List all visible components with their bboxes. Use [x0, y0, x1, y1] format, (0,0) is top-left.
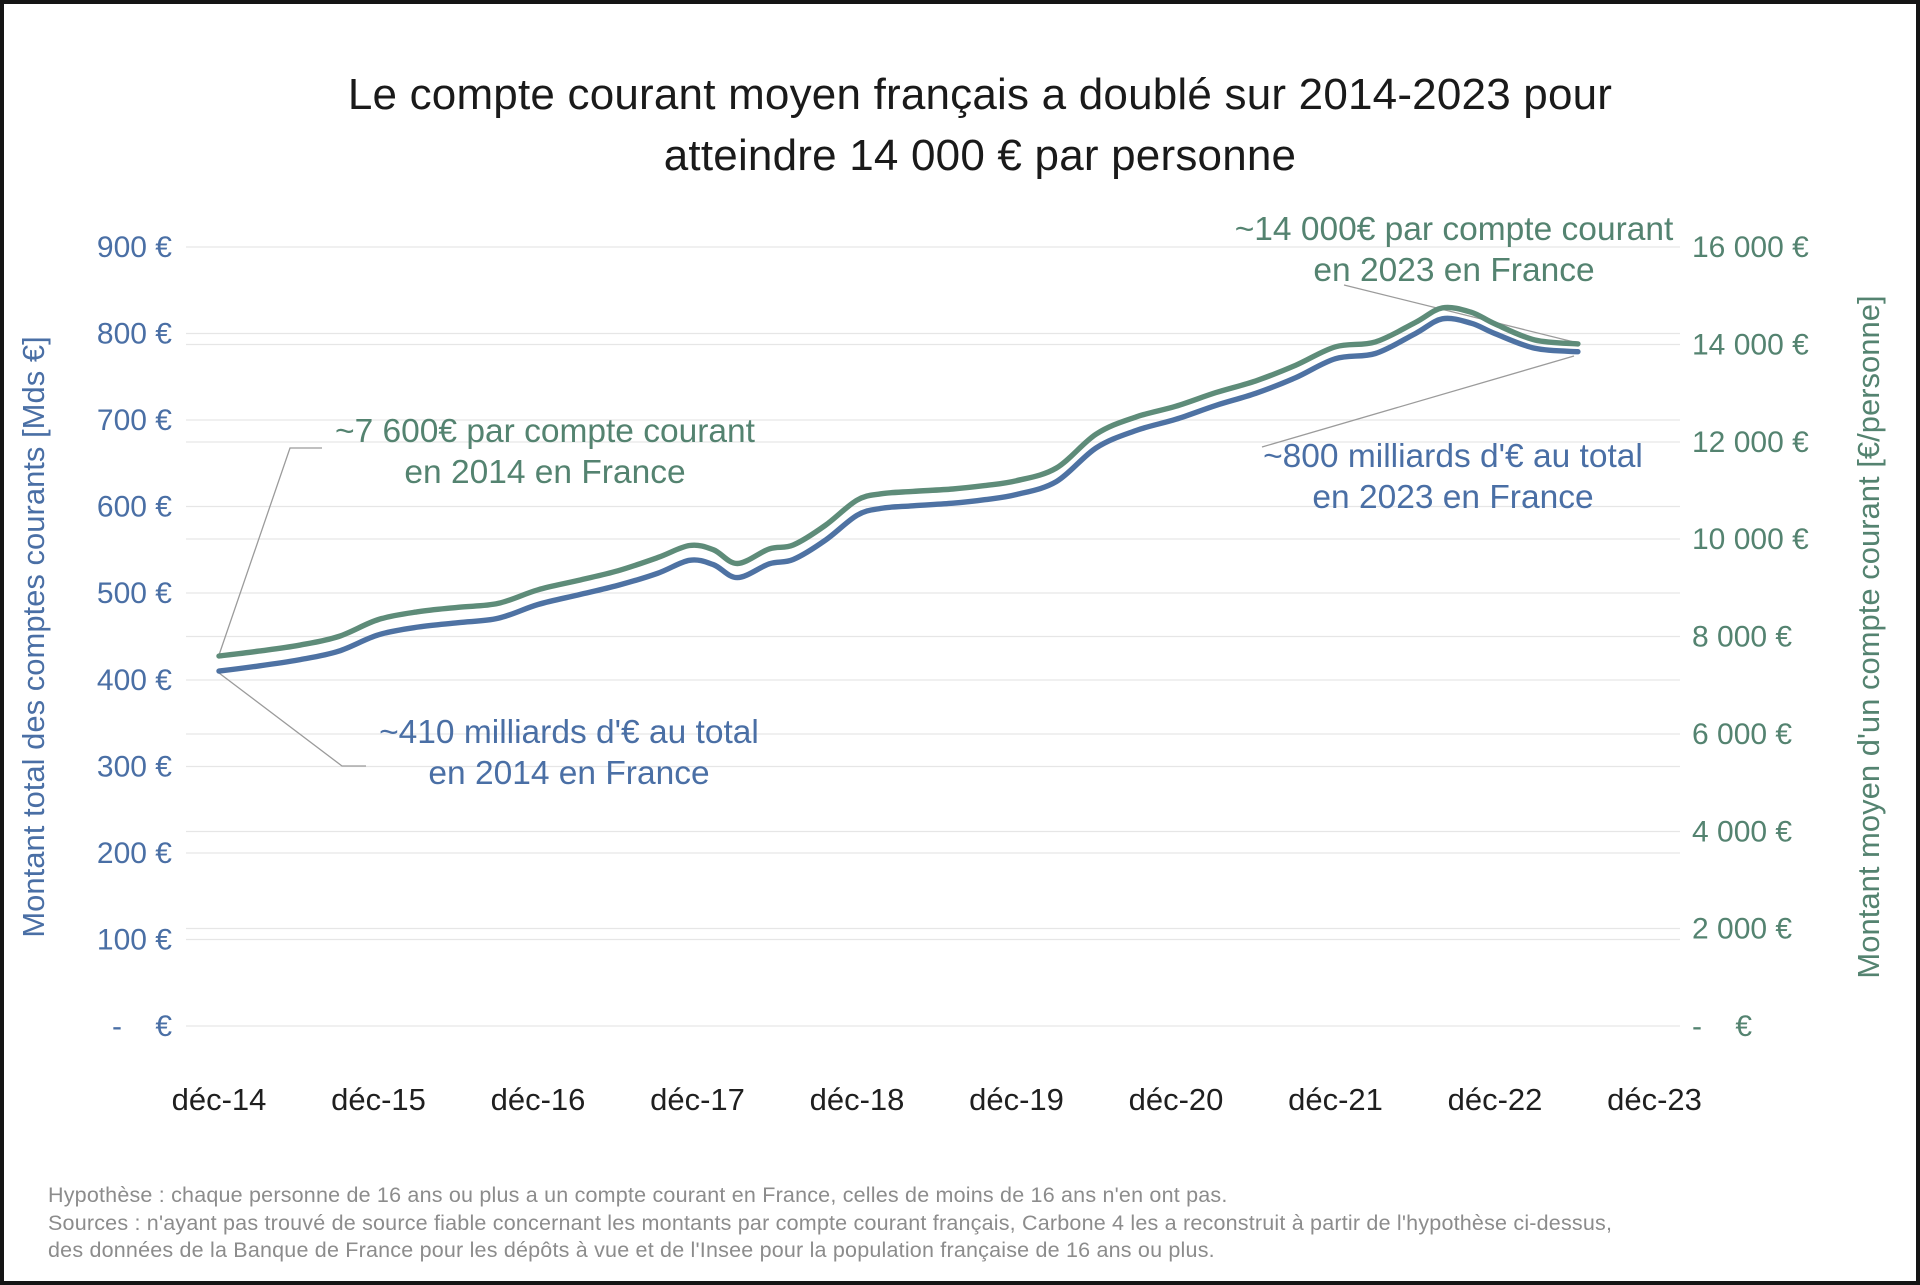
right-axis-tick-label: 4 000 € — [1692, 815, 1792, 848]
footnote-hypothesis: Hypothèse : chaque personne de 16 ans ou… — [48, 1183, 1228, 1207]
left-axis-tick-label: 500 € — [97, 577, 172, 610]
x-axis-tick-label: déc-17 — [650, 1082, 745, 1117]
right-axis-title: Montant moyen d'un compte courant [€/per… — [1851, 295, 1886, 978]
right-axis-tick-label: 14 000 € — [1692, 328, 1809, 361]
annotation-total-2023-line-2: en 2023 en France — [1312, 479, 1593, 516]
chart-footnotes: Hypothèse : chaque personne de 16 ans ou… — [48, 1182, 1612, 1265]
annotation-total-2023-line-1: ~800 milliards d'€ au total — [1263, 438, 1643, 475]
annotation-total-2014-line-2: en 2014 en France — [428, 755, 709, 792]
right-axis-tick-label: 12 000 € — [1692, 426, 1809, 459]
series-line-total — [216, 315, 1581, 674]
left-axis-tick-label: 900 € — [97, 231, 172, 264]
right-axis-tick-label: 8 000 € — [1692, 621, 1792, 654]
right-axis-tick-label: 10 000 € — [1692, 523, 1809, 556]
footnote-sources-1: Sources : n'ayant pas trouvé de source f… — [48, 1210, 1613, 1235]
series-line-average — [216, 304, 1581, 659]
annotation-leader-total-2023 — [1261, 355, 1575, 448]
left-axis-tick-label: 400 € — [97, 664, 172, 697]
left-axis-tick-label: 600 € — [97, 491, 172, 524]
chart-title: Le compte courant moyen français a doubl… — [4, 64, 1916, 186]
annotation-leader-total-2014 — [218, 672, 366, 767]
right-axis-tick-label: 6 000 € — [1692, 718, 1792, 751]
annotation-avg-2014-line-1: ~7 600€ par compte courant — [335, 413, 756, 450]
footnote-sources-2: des données de la Banque de France pour … — [48, 1238, 1215, 1262]
right-axis-tick-label: 2 000 € — [1692, 913, 1792, 946]
left-axis-tick-label: 100 € — [97, 923, 172, 956]
x-axis-tick-label: déc-21 — [1288, 1082, 1383, 1117]
left-axis-tick-label: 700 € — [97, 404, 172, 437]
right-axis-tick-label: 16 000 € — [1692, 231, 1809, 264]
annotation-avg-2023-line-1: ~14 000€ par compte courant — [1235, 211, 1674, 248]
x-axis-tick-label: déc-16 — [491, 1082, 586, 1117]
chart-title-line-1: Le compte courant moyen français a doubl… — [347, 70, 1613, 119]
annotation-avg-2014-line-2: en 2014 en France — [404, 454, 685, 491]
x-axis-tick-label: déc-20 — [1129, 1082, 1224, 1117]
x-axis-tick-label: déc-23 — [1607, 1082, 1702, 1117]
chart-title-line-2: atteindre 14 000 € par personne — [663, 131, 1297, 180]
left-axis-title: Montant total des comptes courants [Mds … — [16, 336, 51, 937]
annotation-total-2014-line-1: ~410 milliards d'€ au total — [379, 714, 759, 751]
annotation-leader-avg-2014 — [218, 447, 322, 656]
x-axis-tick-label: déc-15 — [331, 1082, 426, 1117]
x-axis-tick-label: déc-19 — [969, 1082, 1064, 1117]
left-axis-tick-label: 200 € — [97, 837, 172, 870]
annotation-avg-2023-line-2: en 2023 en France — [1313, 252, 1594, 289]
right-axis-tick-label: - € — [1692, 1010, 1752, 1043]
annotation-leader-avg-2023 — [1343, 284, 1575, 343]
left-axis-tick-label: 800 € — [97, 318, 172, 351]
left-axis-tick-label: 300 € — [97, 750, 172, 783]
line-chart-canvas: 900 € 800 € 700 € 600 € 500 € 400 € 300 € 200 €… — [16, 211, 1886, 1117]
x-axis-tick-label: déc-22 — [1448, 1082, 1543, 1117]
x-axis-tick-label: déc-14 — [172, 1082, 267, 1117]
x-axis-tick-label: déc-18 — [810, 1082, 905, 1117]
left-axis-tick-label: - € — [112, 1010, 172, 1043]
